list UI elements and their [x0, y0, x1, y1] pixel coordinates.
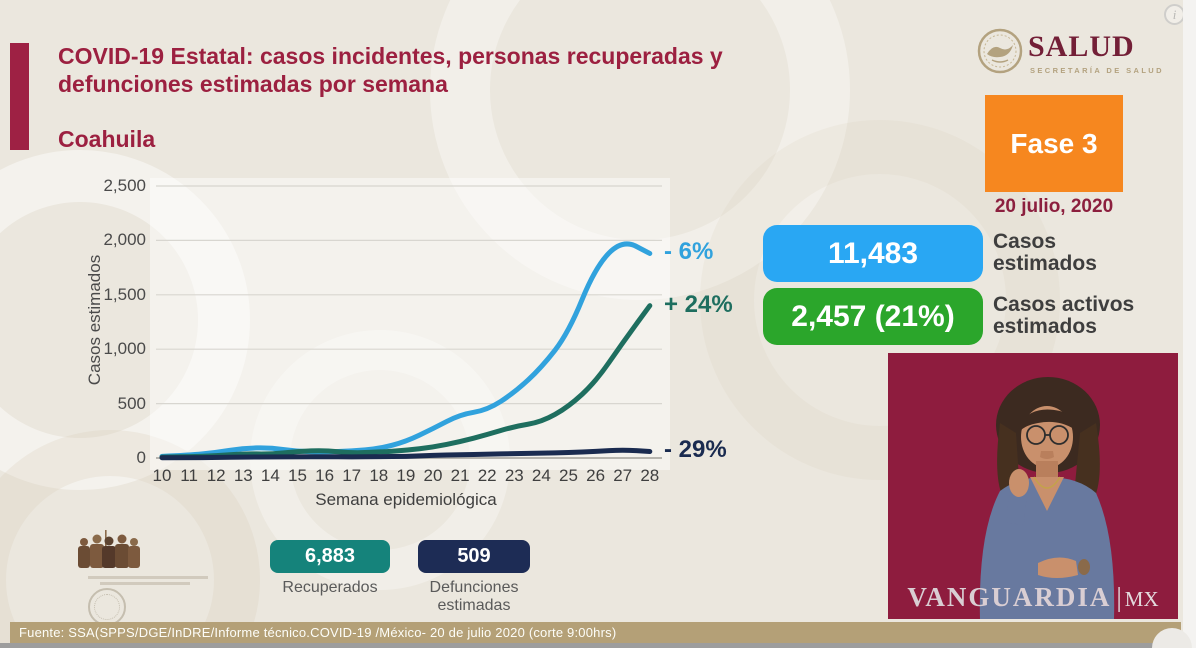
- x-tick-label: 20: [423, 466, 443, 485]
- y-tick-label: 2,000: [103, 230, 146, 250]
- y-axis-title: Casos estimados: [85, 254, 105, 386]
- y-tick-label: 500: [117, 393, 146, 413]
- page-title: COVID-19 Estatal: casos incidentes, pers…: [58, 42, 958, 98]
- state-name: Coahuila: [58, 126, 156, 152]
- x-tick-label: 23: [504, 466, 524, 485]
- y-tick-label: 1,000: [103, 339, 146, 359]
- title-line-1: COVID-19 Estatal: casos incidentes, pers…: [58, 43, 723, 69]
- bottom-edge-strip: [0, 643, 1196, 648]
- epi-curve-chart: [156, 185, 662, 461]
- x-tick-label: 15: [288, 466, 307, 485]
- estimated-cases-badge: 11,483: [763, 225, 983, 282]
- x-tick-label: 16: [315, 466, 335, 485]
- right-edge-strip: [1183, 0, 1196, 648]
- series-line: [159, 241, 653, 459]
- x-tick-label: 11: [180, 466, 198, 485]
- x-tick-label: 22: [477, 466, 497, 485]
- recovered-label: Recuperados: [282, 579, 378, 596]
- x-tick-label: 10: [152, 466, 172, 485]
- x-tick-label: 28: [640, 466, 660, 485]
- salud-logo-subtitle: SECRETARÍA DE SALUD: [1030, 66, 1164, 75]
- series-line: [159, 303, 653, 460]
- x-tick-label: 19: [396, 466, 416, 485]
- vanguardia-suffix: MX: [1124, 587, 1159, 611]
- phase-badge: Fase 3: [985, 95, 1123, 192]
- recovered-badge: 6,883: [270, 540, 390, 573]
- x-tick-label: 24: [531, 466, 551, 485]
- historical-figures-image: [78, 530, 140, 568]
- chart-plot-area: [150, 178, 670, 470]
- x-axis-title: Semana epidemiológica: [315, 490, 497, 509]
- y-tick-label: 0: [136, 448, 146, 467]
- y-tick-label: 2,500: [103, 176, 146, 195]
- x-tick-label: 26: [586, 466, 606, 485]
- salud-seal-icon: [977, 28, 1023, 74]
- vanguardia-watermark: VANGUARDIA |MX: [888, 582, 1178, 613]
- active-cases-badge: 2,457 (21%): [763, 288, 983, 345]
- report-date: 20 julio, 2020: [994, 196, 1114, 217]
- interpreter-video: VANGUARDIA |MX: [888, 353, 1178, 619]
- government-seal-watermark: [88, 588, 126, 626]
- info-button[interactable]: i: [1164, 4, 1185, 25]
- x-tick-label: 18: [369, 466, 389, 485]
- salud-logo-text: SALUD: [1028, 30, 1135, 63]
- x-tick-label: 12: [206, 466, 226, 485]
- title-accent-bar: [10, 43, 29, 150]
- vanguardia-separator: |: [1116, 582, 1124, 612]
- source-bar: Fuente: SSA(SPPS/DGE/InDRE/Informe técni…: [10, 622, 1181, 643]
- deaths-badge: 509: [418, 540, 530, 573]
- x-tick-label: 25: [559, 466, 578, 485]
- x-tick-label: 21: [450, 466, 470, 485]
- vanguardia-brand: VANGUARDIA: [907, 582, 1112, 612]
- x-tick-label: 14: [260, 466, 280, 485]
- series-line: [159, 447, 653, 461]
- x-tick-label: 13: [233, 466, 253, 485]
- estimated-cases-label: Casos estimados: [993, 230, 1097, 275]
- trend-percent-label: + 24%: [664, 290, 733, 318]
- y-tick-label: 1,500: [103, 284, 146, 304]
- trend-percent-label: - 6%: [664, 238, 714, 266]
- active-cases-label: Casos activos estimados: [993, 293, 1135, 338]
- title-line-2: defunciones estimadas por semana: [58, 71, 448, 97]
- sign-language-interpreter: [979, 377, 1115, 619]
- x-tick-label: 17: [342, 466, 362, 485]
- x-tick-label: 27: [613, 466, 633, 485]
- corner-control-dot[interactable]: [1152, 628, 1192, 648]
- deaths-label: Defunciones estimadas: [429, 579, 519, 614]
- trend-percent-label: - 29%: [664, 436, 727, 464]
